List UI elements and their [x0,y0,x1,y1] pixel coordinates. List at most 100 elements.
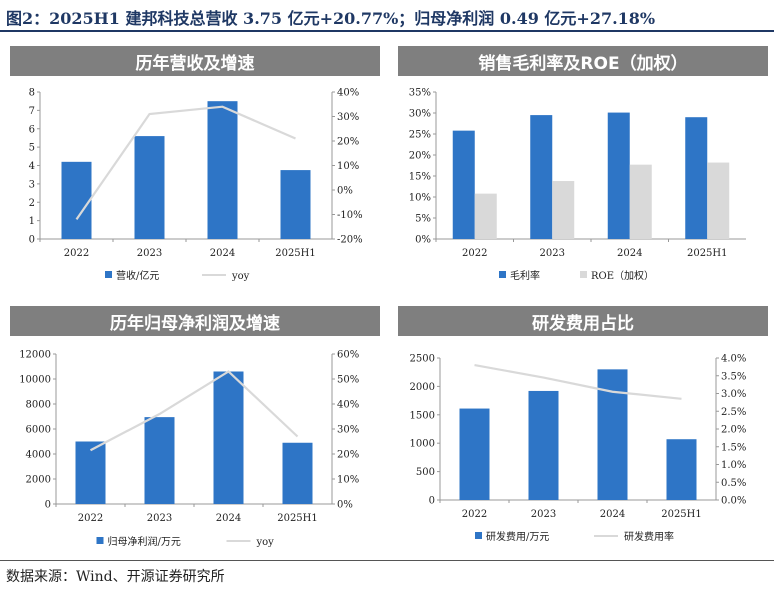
revenue-chart: 0 1 2 3 4 5 6 7 8 -20% -10% 0% 10% 20% 30% 40% 2022 2023 2… [29,88,363,283]
rd-ratio-chart: 0 500 1000 1500 2000 2500 0.0% 0.5% 1.0% 1.5% 2.0%… [410,354,747,544]
legend-label: 研发费用率 [624,530,674,543]
panel-banner: 销售毛利率及ROE（加权） [398,46,768,76]
bar [280,170,311,239]
bar [707,162,730,239]
net-profit-chart: 0 2000 4000 6000 8000 10000 12000 0% 10% 20% 30% 40… [19,350,359,549]
series-line [474,364,682,400]
x-tick-label: 2023 [540,248,565,259]
y-tick-label: 8000 [26,400,51,411]
bar [75,441,106,504]
y2-tick-label: 2.0% [721,425,746,436]
y-tick-label: 35% [409,88,431,99]
y2-tick-label: 30% [337,425,359,436]
legend-label: ROE（加权） [591,269,654,282]
x-tick-label: 2025H1 [277,513,318,524]
y-tick-label: 0 [29,235,35,246]
x-tick-label: 2022 [462,509,487,520]
footer-divider [0,560,774,561]
y2-tick-label: 3.5% [721,371,746,382]
bar [528,390,559,500]
y-tick-label: 4 [29,161,35,172]
panel-rd-ratio: 研发费用占比 0 500 1000 1500 2000 2500 0.0% 0.5% 1.0% 1… [398,306,768,556]
legend-label: yoy [256,537,275,548]
y-tick-label: 500 [416,467,435,478]
x-tick-label: 2023 [137,248,162,259]
y2-tick-label: 20% [337,450,359,461]
x-tick-label: 2025H1 [661,509,702,520]
bar [685,117,708,239]
bar [474,193,497,239]
panel-net-profit: 历年归母净利润及增速 0 2000 4000 6000 8000 10000 12000 0%… [10,306,380,556]
y-tick-label: 12000 [19,350,51,361]
panel-revenue: 历年营收及增速 0 1 2 3 4 5 6 7 8 -20% -10% 0% 10% 20% 30% 40% 2… [10,46,380,296]
legend-swatch [499,271,506,278]
panel-banner: 历年营收及增速 [10,46,380,76]
y-tick-label: 15% [409,172,431,183]
y-tick-label: 2000 [410,382,435,393]
y-tick-label: 10% [409,193,431,204]
bar [61,161,92,239]
legend-label: 研发费用/万元 [486,530,549,543]
bar [282,442,313,504]
y2-tick-label: 10% [337,161,359,172]
y-tick-label: 5% [415,214,431,225]
y-tick-label: 20% [409,151,431,162]
y-tick-label: 1500 [410,410,435,421]
y2-tick-label: 50% [337,375,359,386]
bar [530,115,553,239]
legend-swatch [96,537,104,544]
series-line [75,105,296,221]
y2-tick-label: 4.0% [721,354,746,365]
x-tick-label: 2022 [462,248,487,259]
panel-banner: 研发费用占比 [398,306,768,336]
y2-tick-label: 0.5% [721,478,746,489]
legend-swatch [105,271,112,278]
y-tick-label: 2000 [26,475,51,486]
y2-tick-label: 40% [337,88,359,99]
legend-label: 毛利率 [510,269,540,282]
y-tick-label: 2 [29,198,35,209]
y-tick-label: 0 [45,500,51,511]
y-tick-label: 1 [29,216,35,227]
y-tick-label: 2500 [410,354,435,365]
y2-tick-label: 60% [337,350,359,361]
y2-tick-label: 0.0% [721,496,746,507]
bar [134,136,165,239]
y2-tick-label: 0% [337,186,353,197]
bar [452,130,475,239]
bar [144,417,175,504]
y-tick-label: 5 [29,143,35,154]
figure-header: 图2：2025H1 建邦科技总营收 3.75 亿元+20.77%；归母净利润 0… [0,0,774,32]
y-tick-label: 30% [409,109,431,120]
y-tick-label: 0 [429,496,435,507]
bar [459,408,490,500]
x-tick-label: 2024 [216,513,241,524]
x-tick-label: 2024 [617,248,642,259]
y2-tick-label: 20% [337,137,359,148]
legend-swatch [475,532,482,539]
y-tick-label: 7 [29,106,35,117]
bar [607,112,630,239]
margin-roe-chart: 0% 5% 10% 15% 20% 25% 30% 35% 2022 2023 2024 2025H1… [409,88,746,282]
y-tick-label: 10000 [19,375,51,386]
bar [666,439,697,500]
source-note: 数据来源：Wind、开源证券研究所 [6,569,225,585]
figure-title: 图2：2025H1 建邦科技总营收 3.75 亿元+20.77%；归母净利润 0… [6,9,656,28]
y2-tick-label: 3.0% [721,389,746,400]
y2-tick-label: 0% [337,500,353,511]
x-tick-label: 2025H1 [275,248,316,259]
y2-tick-label: 40% [337,400,359,411]
bar [207,101,238,239]
y-tick-label: 8 [29,88,35,99]
legend-swatch [580,271,587,278]
bar [629,164,652,239]
x-tick-label: 2025H1 [687,248,728,259]
x-tick-label: 2023 [147,513,172,524]
x-tick-label: 2024 [210,248,235,259]
y2-tick-label: 2.5% [721,407,746,418]
y-tick-label: 6000 [26,425,51,436]
legend-label: 归母净利润/万元 [108,535,181,548]
bar [552,181,575,239]
y2-tick-label: 1.0% [721,460,746,471]
y-tick-label: 1000 [410,439,435,450]
